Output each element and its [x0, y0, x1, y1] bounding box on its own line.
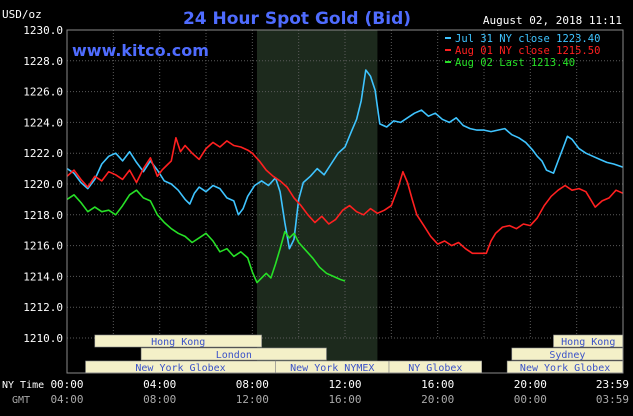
x-tick-label-ny: 04:00	[143, 378, 176, 391]
session-bar: New York Globex	[506, 360, 624, 374]
x-tick-label-ny: 00:00	[50, 378, 83, 391]
y-tick-label: 1210.0	[23, 332, 63, 345]
y-tick-label: 1228.0	[23, 55, 63, 68]
y-tick-label: 1216.0	[23, 240, 63, 253]
x-tick-label-ny: 16:00	[421, 378, 454, 391]
session-bar: Hong Kong	[553, 334, 624, 348]
session-bar-label: NY Globex	[408, 363, 462, 374]
series-line	[66, 189, 346, 284]
session-bar: London	[140, 347, 327, 361]
session-bar-fill	[94, 334, 262, 348]
session-bar-label: London	[216, 350, 252, 361]
x-tick-label-gmt: 20:00	[421, 393, 454, 406]
session-bar-label: Hong Kong	[561, 337, 615, 348]
series-line	[66, 69, 624, 250]
y-tick-label: 1218.0	[23, 209, 63, 222]
session-bar-label: New York Globex	[135, 363, 225, 374]
session-bar: New York NYMEX	[275, 360, 390, 374]
y-tick-label: 1214.0	[23, 270, 63, 283]
brand-watermark: www.kitco.com	[72, 41, 209, 60]
x-tick-label-gmt: 00:00	[514, 393, 547, 406]
chart-datetime: August 02, 2018 11:11	[483, 14, 622, 27]
x-tick-label-gmt: 12:00	[236, 393, 269, 406]
market-hours-band	[256, 30, 378, 373]
session-bar: Hong Kong	[94, 334, 262, 348]
y-tick-label: 1226.0	[23, 86, 63, 99]
x-tick-label-gmt: 08:00	[143, 393, 176, 406]
x-gmt-label: GMT	[12, 395, 30, 406]
session-bar-label: Hong Kong	[151, 337, 205, 348]
session-bar: New York Globex	[85, 360, 276, 374]
chart-title: 24 Hour Spot Gold (Bid)	[183, 9, 411, 29]
session-bar-label: New York NYMEX	[290, 363, 374, 374]
y-tick-label: 1224.0	[23, 116, 63, 129]
legend-entry: Jul 31 NY close 1223.40	[455, 33, 600, 45]
x-ny-time-label: NY Time	[2, 380, 44, 391]
x-tick-label-gmt: 16:00	[328, 393, 361, 406]
y-unit-label: USD/oz	[2, 8, 42, 21]
legend-entry: Aug 01 NY close 1215.50	[455, 45, 600, 57]
y-tick-label: 1230.0	[23, 24, 63, 37]
session-bar: Sydney	[511, 347, 624, 361]
x-tick-label-ny: 20:00	[514, 378, 547, 391]
y-tick-label: 1220.0	[23, 178, 63, 191]
y-tick-label: 1212.0	[23, 301, 63, 314]
x-tick-label-gmt: 04:00	[50, 393, 83, 406]
legend-entry: Aug 02 Last 1213.40	[455, 57, 575, 69]
y-tick-label: 1222.0	[23, 147, 63, 160]
x-tick-label-ny: 23:59	[596, 378, 629, 391]
x-tick-label-gmt: 03:59	[596, 393, 629, 406]
x-tick-label-ny: 08:00	[236, 378, 269, 391]
series-line	[66, 137, 624, 255]
session-bar-label: Sydney	[549, 350, 585, 361]
session-bar: NY Globex	[388, 360, 482, 374]
x-tick-label-ny: 12:00	[328, 378, 361, 391]
plot-frame	[66, 29, 624, 374]
session-bar-label: New York Globex	[520, 363, 610, 374]
session-bar-fill	[140, 347, 327, 361]
